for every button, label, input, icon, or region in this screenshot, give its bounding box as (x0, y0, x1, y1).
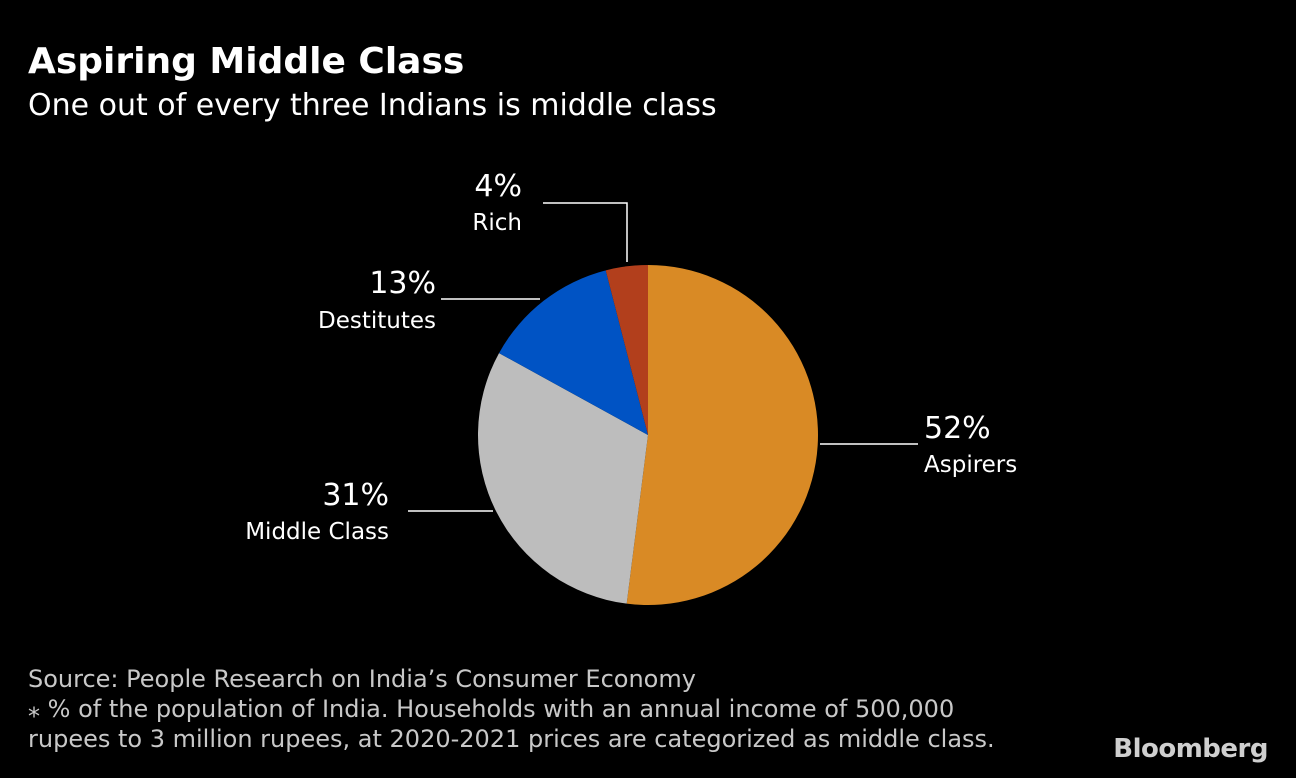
pie-slice-aspirers (626, 265, 818, 605)
slice-value-label: 31% (322, 478, 389, 513)
footer: Source: People Research on India’s Consu… (28, 664, 995, 754)
chart-subtitle: One out of every three Indians is middle… (28, 88, 717, 123)
slice-category-label: Rich (472, 210, 522, 236)
pie-labels: 52% Aspirers 31% Middle Class 13% Destitutes 4… (245, 169, 1017, 545)
slice-category-label: Aspirers (924, 452, 1017, 478)
bloomberg-logo: Bloomberg (1113, 734, 1268, 764)
slice-category-label: Middle Class (245, 519, 389, 545)
pie-slice-middle-class (478, 353, 648, 604)
footnote-line-2: rupees to 3 million rupees, at 2020-2021… (28, 725, 995, 753)
slice-value-label: 52% (924, 411, 991, 446)
source-note: Source: People Research on India’s Consu… (28, 665, 696, 693)
pie-slice-destitutes (499, 270, 648, 435)
slice-value-label: 13% (369, 266, 436, 301)
leader-line (543, 202, 628, 262)
pie-slice-rich (605, 265, 648, 435)
pie-slices (478, 265, 818, 605)
slice-category-label: Destitutes (318, 308, 436, 334)
chart-title: Aspiring Middle Class (28, 41, 465, 82)
slice-value-label: 4% (474, 169, 522, 204)
footnote-line-1: ⁎ % of the population of India. Househol… (28, 695, 955, 723)
